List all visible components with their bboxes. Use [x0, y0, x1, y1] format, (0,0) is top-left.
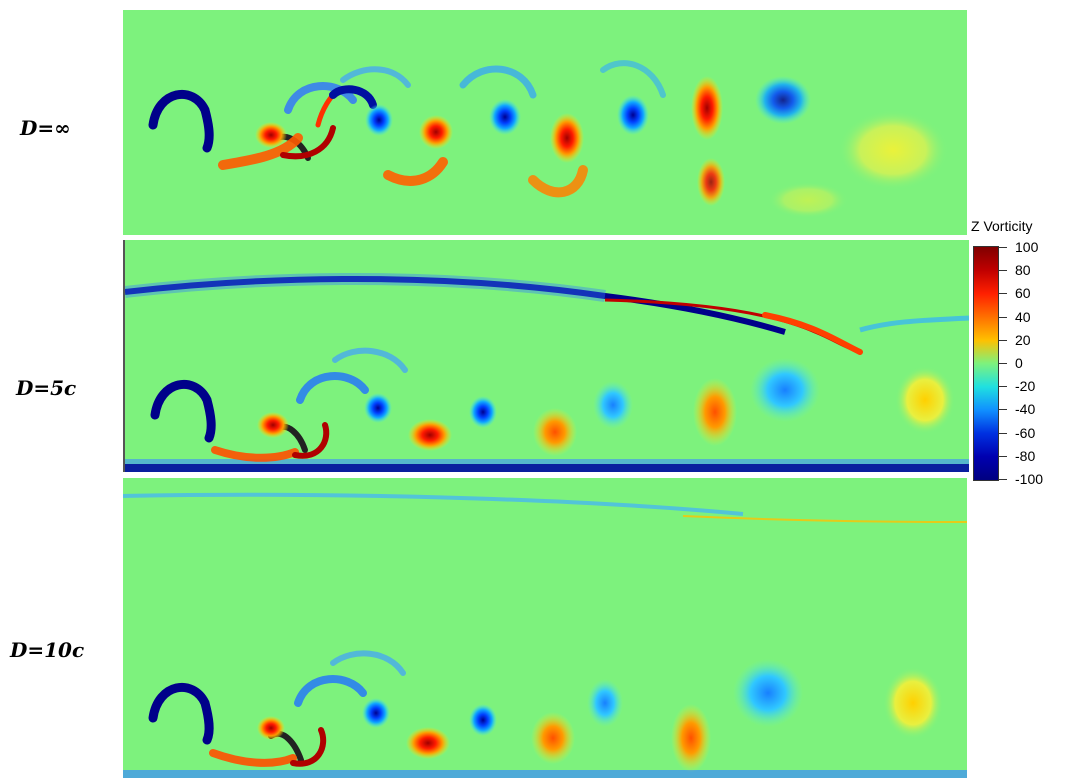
- colorbar-tick-mark: [999, 270, 1007, 272]
- colorbar-tick-label: 60: [1015, 285, 1031, 302]
- colorbar-tick-label: 20: [1015, 331, 1031, 348]
- colorbar-tick-label: -20: [1015, 378, 1036, 395]
- colorbar-tick-mark: [999, 339, 1007, 341]
- colorbar-tick-label: -60: [1015, 424, 1036, 441]
- panel-label-d-10c: D=10c: [10, 638, 85, 662]
- colorbar-tick-label: -40: [1015, 401, 1036, 418]
- colorbar-gradient: [973, 246, 999, 481]
- flow-field-panel-d-infinity: [123, 10, 967, 235]
- colorbar-tick-mark: [999, 316, 1007, 318]
- colorbar-tick-label: 100: [1015, 239, 1039, 255]
- colorbar-tick-mark: [999, 409, 1007, 411]
- colorbar-tick-label: 80: [1015, 262, 1031, 279]
- colorbar-tick-mark: [999, 247, 1007, 248]
- colorbar-tick-mark: [999, 386, 1007, 388]
- colorbar-tick-mark: [999, 455, 1007, 457]
- colorbar-tick-mark: [999, 432, 1007, 434]
- colorbar-tick-label: 0: [1015, 355, 1023, 371]
- panel-label-d-infinity: D=∞: [20, 116, 71, 140]
- colorbar-tick-mark: [999, 363, 1007, 364]
- panel-label-d-5c: D=5c: [16, 376, 77, 400]
- flow-field-panel-d-10c: [123, 478, 967, 778]
- colorbar-tick-label: 40: [1015, 308, 1031, 325]
- colorbar-tick-mark: [999, 293, 1007, 295]
- colorbar-legend: Z Vorticity 100 80 60 40 20 0 -20 -40 -60 -80 -100: [970, 218, 1066, 486]
- colorbar-tick-label: -80: [1015, 447, 1036, 464]
- colorbar-title: Z Vorticity: [971, 218, 1033, 234]
- flow-field-panel-d-5c: [123, 240, 969, 472]
- colorbar-tick-mark: [999, 479, 1007, 480]
- colorbar-tick-label: -100: [1015, 471, 1044, 487]
